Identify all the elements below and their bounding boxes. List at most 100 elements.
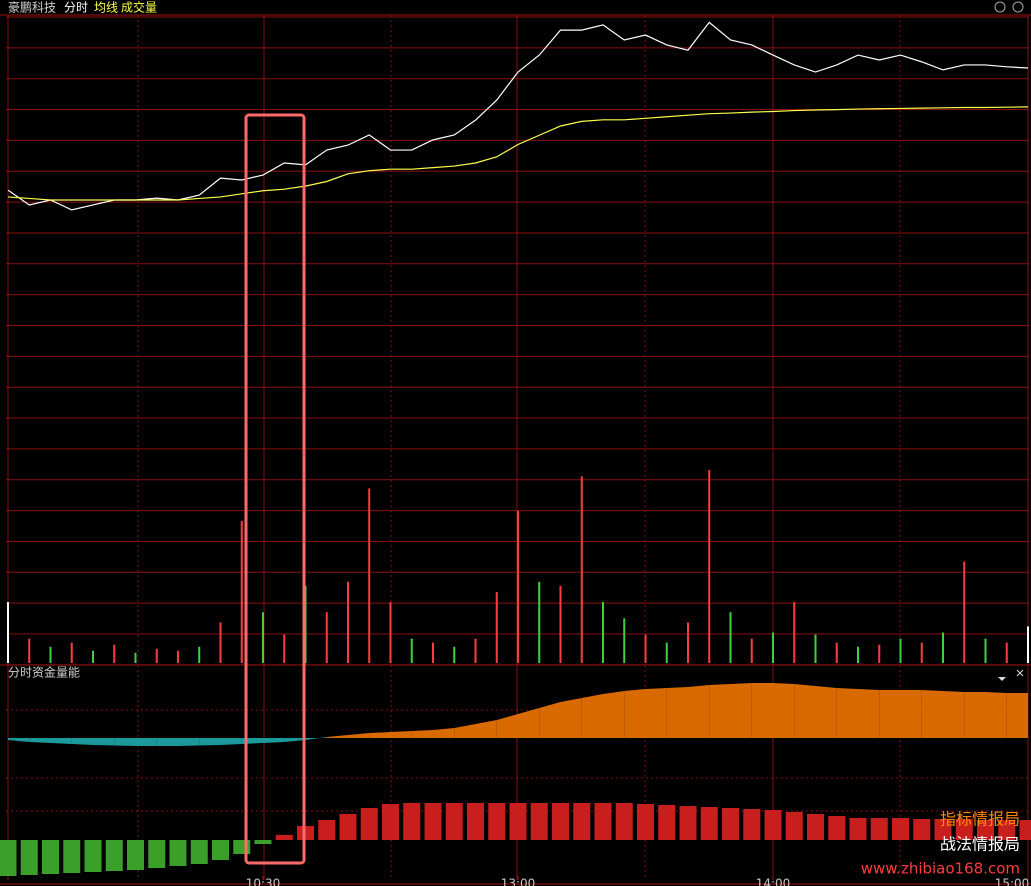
- flow-bar: [254, 840, 272, 844]
- volume-bar: [920, 642, 923, 663]
- volume-bar: [134, 652, 137, 663]
- price-line: [7, 106, 1029, 201]
- volume-bar: [559, 585, 562, 663]
- volume-bar: [474, 638, 477, 663]
- flow-bar: [807, 814, 824, 840]
- flow-bar: [849, 818, 867, 840]
- volume-bar: [7, 602, 9, 663]
- flow-bar: [637, 804, 654, 840]
- volume-bar: [177, 650, 179, 663]
- flow-area: [773, 683, 795, 738]
- volume-bar: [857, 646, 859, 663]
- flow-area: [836, 688, 858, 738]
- flow-bar: [913, 819, 931, 840]
- flow-bar: [339, 814, 357, 840]
- flow-area: [29, 738, 51, 743]
- volume-bar: [1027, 626, 1029, 663]
- flow-area: [454, 724, 476, 738]
- volume-bar: [814, 634, 817, 663]
- flow-bar: [403, 803, 421, 840]
- flow-area: [518, 708, 540, 738]
- flow-area: [964, 692, 986, 738]
- flow-area: [624, 689, 646, 738]
- flow-area: [199, 738, 221, 746]
- flow-area: [751, 683, 773, 738]
- legend-volume: 成交量: [121, 0, 157, 15]
- dropdown-icon[interactable]: [998, 677, 1006, 681]
- volume-bar: [963, 561, 966, 663]
- legend-price: 分时: [64, 1, 88, 15]
- flow-area: [794, 684, 816, 738]
- volume-bar: [602, 602, 604, 663]
- volume-bar: [198, 646, 201, 663]
- flow-area: [560, 698, 582, 738]
- volume-bar: [538, 581, 541, 663]
- volume-bar: [283, 634, 286, 663]
- volume-bar: [495, 591, 498, 663]
- highlight-box: [244, 113, 306, 865]
- close-icon[interactable]: [1016, 669, 1024, 677]
- volume-bar: [262, 612, 264, 663]
- stock-name: 豪鹏科技: [8, 0, 56, 15]
- flow-bar: [190, 840, 208, 864]
- volume-bar: [708, 470, 711, 663]
- volume-bar: [772, 632, 774, 663]
- volume-bar: [899, 638, 902, 663]
- x-tick-label: 14:00: [756, 877, 791, 886]
- flow-bar: [382, 804, 399, 840]
- flow-bar: [127, 840, 144, 870]
- icon-button[interactable]: [1012, 1, 1024, 13]
- flow-area: [156, 738, 178, 746]
- volume-bar: [155, 648, 158, 663]
- flow-bar: [169, 840, 187, 866]
- flow-area: [348, 733, 370, 738]
- flow-area: [645, 688, 667, 738]
- flow-area: [1006, 693, 1028, 738]
- icon-button[interactable]: [994, 1, 1006, 13]
- volume-bar: [623, 618, 626, 663]
- flow-bar: [722, 808, 739, 840]
- volume-bar: [92, 650, 94, 663]
- flow-bar: [212, 840, 229, 860]
- flow-bar: [594, 803, 612, 840]
- flow-area: [263, 738, 285, 743]
- flow-area: [8, 738, 30, 742]
- flow-bar: [530, 803, 548, 840]
- flow-bar: [445, 803, 463, 840]
- flow-bar: [148, 840, 166, 868]
- flow-bar: [552, 803, 569, 840]
- flow-bar: [1019, 820, 1031, 840]
- volume-bar: [984, 638, 987, 663]
- volume-bar: [644, 634, 647, 663]
- volume-bar: [410, 638, 413, 663]
- flow-bar: [84, 840, 102, 872]
- flow-area: [943, 691, 965, 738]
- volume-bar: [325, 612, 328, 663]
- volume-bar: [113, 644, 116, 663]
- flow-area: [71, 738, 93, 745]
- flow-area: [921, 690, 943, 738]
- flow-area: [178, 738, 200, 746]
- flow-bar: [488, 803, 506, 840]
- flow-area: [496, 714, 518, 738]
- x-tick-label: 15:00: [995, 877, 1030, 886]
- flow-area: [539, 702, 561, 738]
- flow-bar: [764, 810, 782, 840]
- flow-area: [50, 738, 72, 744]
- flow-area: [284, 738, 306, 742]
- watermark: 战法情报局: [940, 835, 1020, 854]
- flow-bar: [573, 803, 591, 840]
- volume-bar: [368, 488, 371, 663]
- flow-bar: [0, 840, 17, 876]
- flow-area: [305, 737, 327, 740]
- volume-bar: [580, 476, 583, 663]
- volume-bar: [793, 602, 796, 663]
- volume-bar: [729, 612, 732, 663]
- flow-area: [666, 687, 688, 738]
- flow-area: [93, 738, 115, 746]
- volume-bar: [70, 642, 73, 663]
- flow-bar: [509, 803, 527, 840]
- flow-area: [815, 686, 837, 738]
